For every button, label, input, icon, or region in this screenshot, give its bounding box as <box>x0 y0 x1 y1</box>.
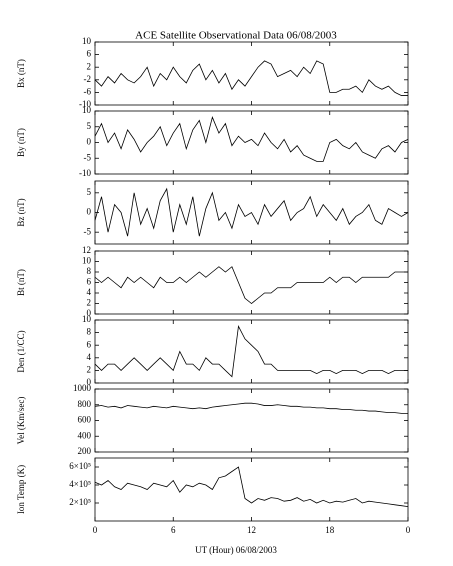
y-tick-label: 0 <box>87 377 92 387</box>
y-tick-label: 10 <box>82 256 92 266</box>
data-line <box>94 187 409 237</box>
x-tick-label: 0 <box>93 525 98 535</box>
data-line <box>94 466 409 507</box>
plot-frame <box>94 319 409 384</box>
y-tick-label: 1000 <box>73 383 92 393</box>
data-line <box>94 60 408 96</box>
y-tick-label: 6 <box>87 277 92 287</box>
y-tick-label: 8 <box>87 266 92 276</box>
y-tick-label: 0 <box>87 137 92 147</box>
y-tick-label: -10 <box>79 99 91 109</box>
plot-frame <box>94 457 409 522</box>
y-tick-label: 2 <box>87 298 92 308</box>
data-line <box>94 402 408 414</box>
y-tick-label: 5 <box>87 187 92 197</box>
plot-frame <box>94 41 409 106</box>
y-tick-label: 0 <box>87 308 92 318</box>
y-tick-label: 200 <box>78 446 92 456</box>
y-tick-label: 4×10⁵ <box>69 479 91 489</box>
data-line <box>94 266 408 305</box>
y-tick-label: 8 <box>87 327 92 337</box>
x-tick-label: 18 <box>325 525 335 535</box>
y-tick-label: 6×10⁵ <box>69 461 91 471</box>
y-tick-label: 2 <box>87 364 92 374</box>
x-tick-label: 6 <box>171 525 176 535</box>
y-tick-label: 10 <box>82 314 92 324</box>
y-tick-label: 4 <box>87 352 92 362</box>
x-tick-label: 12 <box>247 525 256 535</box>
data-line <box>94 324 408 378</box>
y-tick-label: 10 <box>82 105 92 115</box>
y-tick-label: 2 <box>87 61 92 71</box>
y-tick-label: 400 <box>78 430 92 440</box>
data-line <box>94 116 409 162</box>
y-axis-label: Ion Temp (K) <box>16 465 26 514</box>
x-axis-label: UT (Hour) 06/08/2003 <box>195 545 277 555</box>
y-tick-label: -6 <box>84 86 92 96</box>
y-axis-label: Vel (Km/sec) <box>16 397 26 445</box>
y-axis-label: Bz (nT) <box>16 198 26 226</box>
y-tick-label: 0 <box>87 207 92 217</box>
y-tick-label: 600 <box>78 415 92 425</box>
y-tick-label: 12 <box>82 245 91 255</box>
y-axis-label: Den (1/CC) <box>16 330 26 372</box>
plot-frame <box>94 250 409 315</box>
plot-frame <box>94 388 409 453</box>
y-axis-label: Bt (nT) <box>16 269 26 296</box>
plot-frame <box>94 110 409 175</box>
y-tick-label: 800 <box>78 399 92 409</box>
y-tick-label: -5 <box>84 226 92 236</box>
y-axis-label: By (nT) <box>16 128 26 157</box>
x-tick-label: 0 <box>406 525 411 535</box>
y-tick-label: 5 <box>87 121 92 131</box>
y-tick-label: -5 <box>84 152 92 162</box>
y-tick-label: -10 <box>79 168 91 178</box>
y-tick-label: 2×10⁵ <box>69 497 91 507</box>
y-tick-label: -2 <box>84 74 92 84</box>
y-tick-label: 10 <box>82 36 92 46</box>
y-tick-label: 4 <box>87 287 92 297</box>
y-axis-label: Bx (nT) <box>16 59 26 88</box>
y-tick-label: 6 <box>87 49 92 59</box>
y-tick-label: 6 <box>87 339 92 349</box>
chart-title: ACE Satellite Observational Data 06/08/2… <box>135 30 337 42</box>
